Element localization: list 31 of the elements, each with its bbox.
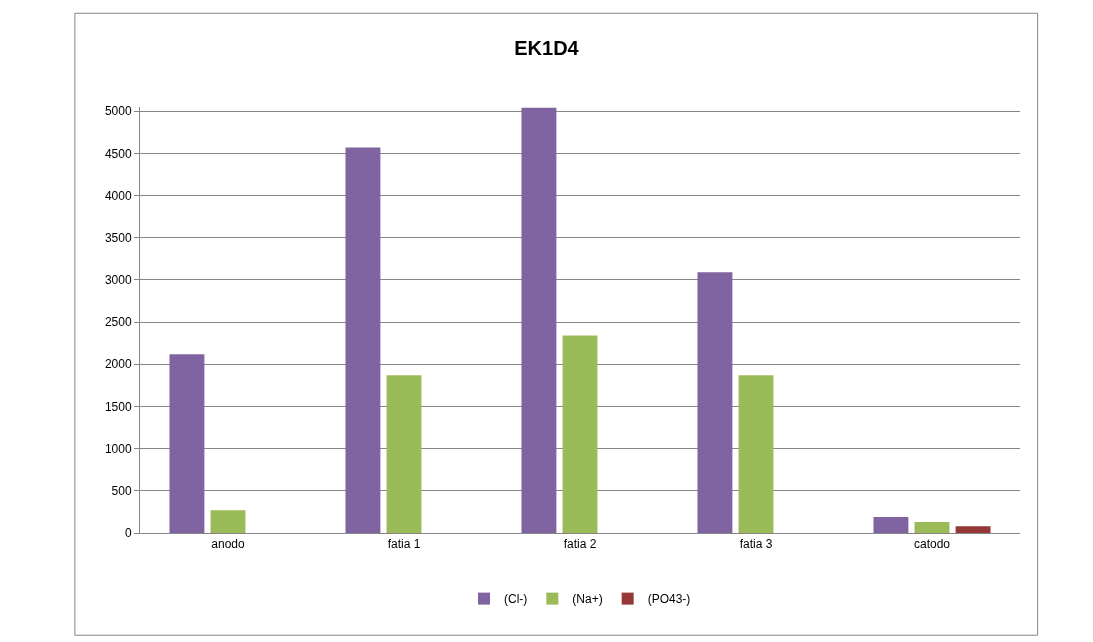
- bar: [914, 522, 950, 533]
- bar: [169, 354, 205, 533]
- bar: [697, 272, 733, 533]
- y-tick-label: 0: [124, 526, 132, 541]
- y-tick-label: 2500: [104, 315, 132, 330]
- y-tick-label: 5000: [104, 104, 132, 119]
- bar: [738, 375, 774, 533]
- legend-label: (Cl-): [504, 592, 528, 607]
- bar: [955, 526, 991, 533]
- bar: [562, 335, 598, 533]
- bar: [521, 107, 557, 533]
- x-tick-label: fatia 1: [387, 537, 421, 552]
- y-tick-label: 3000: [104, 273, 132, 288]
- y-tick-label: 1500: [104, 399, 132, 414]
- legend-label: (PO43-): [647, 592, 691, 607]
- y-tick-label: 3500: [104, 230, 132, 245]
- bar: [210, 510, 246, 533]
- bar: [873, 516, 909, 533]
- bar: [345, 147, 381, 533]
- y-tick-label: 2000: [104, 357, 132, 372]
- x-tick-label: fatia 2: [563, 537, 597, 552]
- legend-label: (Na+): [572, 592, 603, 607]
- y-tick-label: 500: [111, 484, 132, 499]
- y-tick-label: 4000: [104, 188, 132, 203]
- x-tick-label: anodo: [211, 537, 246, 552]
- x-tick-label: catodo: [913, 537, 951, 552]
- chart-title: EK1D4: [514, 37, 580, 60]
- x-tick-label: fatia 3: [739, 537, 773, 552]
- y-tick-label: 1000: [104, 441, 132, 456]
- bar: [386, 375, 422, 533]
- y-tick-label: 4500: [104, 146, 132, 161]
